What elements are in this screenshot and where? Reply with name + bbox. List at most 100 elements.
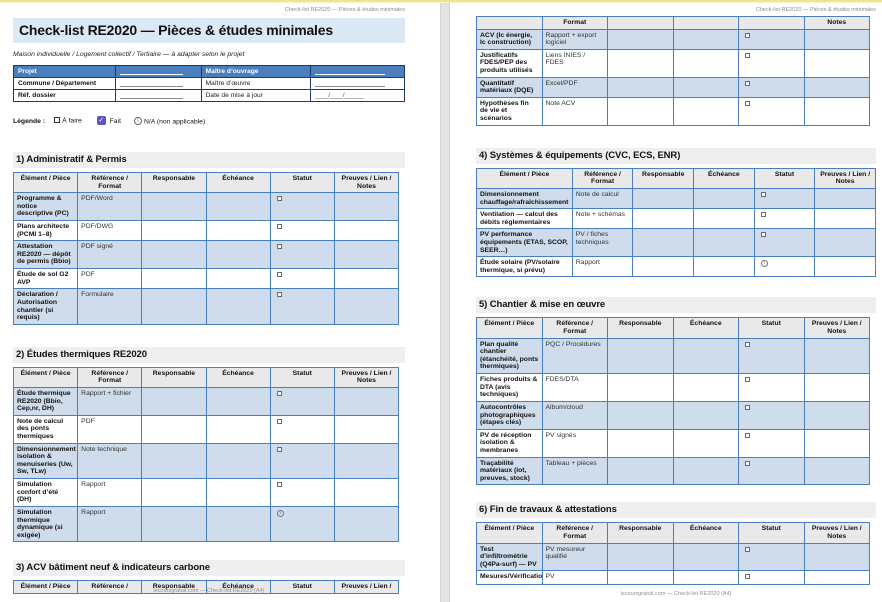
notes-cell[interactable]	[803, 337, 870, 375]
responsable-cell[interactable]	[141, 268, 207, 290]
empty-checkbox-icon[interactable]	[276, 446, 282, 452]
echeance-cell[interactable]	[672, 28, 739, 50]
echeance-cell[interactable]	[205, 505, 271, 543]
notes-cell[interactable]	[803, 48, 870, 78]
echeance-cell[interactable]	[693, 208, 755, 230]
echeance-cell[interactable]	[205, 442, 271, 480]
empty-checkbox-icon[interactable]	[276, 482, 282, 488]
notes-cell[interactable]	[803, 542, 870, 572]
responsable-cell[interactable]	[141, 478, 207, 507]
empty-checkbox-icon[interactable]	[745, 341, 750, 347]
notes-cell[interactable]	[803, 28, 870, 50]
echeance-cell[interactable]	[672, 373, 739, 402]
fill-in-line[interactable]	[119, 68, 183, 75]
notes-cell[interactable]	[803, 76, 870, 98]
echeance-cell[interactable]	[693, 256, 755, 278]
date-maj-field[interactable]: ____/____/______	[310, 89, 405, 102]
empty-checkbox-icon[interactable]	[745, 574, 750, 580]
responsable-cell[interactable]	[632, 187, 695, 210]
empty-checkbox-icon[interactable]	[760, 212, 766, 218]
empty-checkbox-icon[interactable]	[760, 191, 766, 197]
empty-checkbox-icon[interactable]	[745, 404, 750, 410]
empty-checkbox-icon[interactable]	[745, 100, 750, 106]
notes-cell[interactable]	[333, 386, 400, 416]
responsable-cell[interactable]	[607, 400, 674, 430]
fill-in-line[interactable]	[315, 80, 385, 87]
notes-cell[interactable]	[333, 478, 400, 507]
responsable-cell[interactable]	[607, 96, 674, 126]
echeance-cell[interactable]	[693, 228, 755, 258]
echeance-cell[interactable]	[672, 337, 739, 375]
empty-checkbox-icon[interactable]	[276, 272, 282, 278]
empty-checkbox-icon[interactable]	[745, 32, 750, 38]
empty-checkbox-icon[interactable]	[276, 196, 282, 202]
notes-cell[interactable]	[333, 414, 400, 444]
date-placeholder[interactable]: ____/____/______	[315, 92, 364, 99]
echeance-cell[interactable]	[205, 240, 271, 270]
maitre-oeuvre-field[interactable]	[310, 77, 405, 90]
empty-checkbox-icon[interactable]	[276, 224, 282, 230]
empty-checkbox-icon[interactable]	[760, 232, 766, 238]
responsable-cell[interactable]	[141, 505, 207, 543]
echeance-cell[interactable]	[205, 220, 271, 242]
fill-in-line[interactable]	[315, 68, 385, 75]
empty-checkbox-icon[interactable]	[745, 546, 750, 552]
notes-cell[interactable]	[803, 456, 870, 486]
notes-cell[interactable]	[333, 192, 400, 222]
na-status-icon[interactable]: i	[760, 260, 768, 268]
echeance-cell[interactable]	[205, 386, 271, 416]
empty-checkbox-icon[interactable]	[745, 432, 750, 438]
fill-in-line[interactable]	[119, 80, 183, 87]
echeance-cell[interactable]	[672, 570, 739, 586]
responsable-cell[interactable]	[607, 428, 674, 458]
responsable-cell[interactable]	[607, 373, 674, 402]
responsable-cell[interactable]	[607, 570, 674, 586]
empty-checkbox-icon[interactable]	[745, 52, 750, 58]
echeance-cell[interactable]	[672, 542, 739, 572]
notes-cell[interactable]	[803, 570, 870, 586]
responsable-cell[interactable]	[141, 220, 207, 242]
empty-checkbox-icon[interactable]	[276, 292, 282, 298]
empty-checkbox-icon[interactable]	[745, 80, 750, 86]
echeance-cell[interactable]	[693, 187, 755, 210]
notes-cell[interactable]	[333, 505, 400, 543]
responsable-cell[interactable]	[141, 240, 207, 270]
responsable-cell[interactable]	[632, 228, 695, 258]
notes-cell[interactable]	[814, 256, 876, 278]
empty-checkbox-icon[interactable]	[276, 390, 282, 396]
project-field[interactable]	[114, 65, 202, 78]
responsable-cell[interactable]	[607, 456, 674, 486]
notes-cell[interactable]	[333, 288, 400, 325]
notes-cell[interactable]	[803, 400, 870, 430]
echeance-cell[interactable]	[205, 268, 271, 290]
notes-cell[interactable]	[333, 268, 400, 290]
echeance-cell[interactable]	[672, 96, 739, 126]
notes-cell[interactable]	[814, 187, 876, 210]
empty-checkbox-icon[interactable]	[276, 244, 282, 250]
empty-checkbox-icon[interactable]	[276, 418, 282, 424]
responsable-cell[interactable]	[141, 414, 207, 444]
notes-cell[interactable]	[803, 373, 870, 402]
responsable-cell[interactable]	[607, 76, 674, 98]
echeance-cell[interactable]	[672, 76, 739, 98]
notes-cell[interactable]	[803, 428, 870, 458]
echeance-cell[interactable]	[672, 428, 739, 458]
responsable-cell[interactable]	[607, 337, 674, 375]
notes-cell[interactable]	[814, 228, 876, 258]
echeance-cell[interactable]	[672, 400, 739, 430]
echeance-cell[interactable]	[672, 456, 739, 486]
maitre-ouvrage-field[interactable]	[310, 65, 405, 78]
echeance-cell[interactable]	[205, 192, 271, 222]
ref-dossier-field[interactable]	[114, 89, 202, 102]
responsable-cell[interactable]	[607, 28, 674, 50]
notes-cell[interactable]	[803, 96, 870, 126]
echeance-cell[interactable]	[672, 48, 739, 78]
echeance-cell[interactable]	[205, 478, 271, 507]
responsable-cell[interactable]	[632, 256, 695, 278]
echeance-cell[interactable]	[205, 288, 271, 325]
notes-cell[interactable]	[333, 240, 400, 270]
responsable-cell[interactable]	[607, 542, 674, 572]
commune-field[interactable]	[114, 77, 202, 90]
responsable-cell[interactable]	[141, 192, 207, 222]
empty-checkbox-icon[interactable]	[745, 377, 750, 383]
